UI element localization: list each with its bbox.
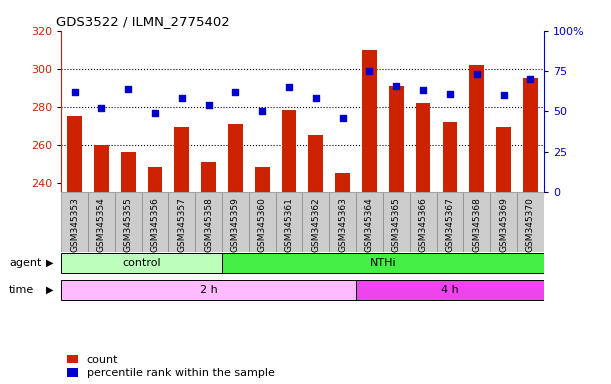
Point [150,110,160,116]
Text: ▶: ▶ [46,285,53,295]
Bar [61,280,356,300]
Bar [335,173,350,192]
Text: 2 h: 2 h [200,285,218,295]
Point [445,91,455,97]
Point [257,108,267,114]
Text: GSM345361: GSM345361 [285,197,293,252]
Text: ▶: ▶ [46,258,53,268]
Bar [276,192,302,252]
Bar [61,253,222,273]
Bar [148,167,163,192]
Text: NTHi: NTHi [370,258,396,268]
Bar [88,192,115,252]
Point [284,84,294,90]
Point [311,95,321,101]
Text: GSM345368: GSM345368 [472,197,481,252]
Text: GSM345363: GSM345363 [338,197,347,252]
Text: GSM345359: GSM345359 [231,197,240,252]
Text: GSM345366: GSM345366 [419,197,428,252]
Bar [496,127,511,192]
Point [230,89,240,95]
Bar [442,122,457,192]
Bar [201,162,216,192]
Point [123,86,133,92]
Text: GSM345358: GSM345358 [204,197,213,252]
Bar [410,192,436,252]
Text: GSM345365: GSM345365 [392,197,401,252]
Bar [356,280,544,300]
Bar [121,152,136,192]
Bar [329,192,356,252]
Point [472,71,481,77]
Text: GDS3522 / ILMN_2775402: GDS3522 / ILMN_2775402 [56,15,230,28]
Bar [389,86,404,192]
Text: time: time [9,285,34,295]
Bar [469,65,484,192]
Text: GSM345369: GSM345369 [499,197,508,252]
Text: GSM345360: GSM345360 [258,197,267,252]
Point [338,115,348,121]
Text: GSM345367: GSM345367 [445,197,455,252]
Text: GSM345353: GSM345353 [70,197,79,252]
Text: GSM345362: GSM345362 [312,197,320,252]
Bar [115,192,142,252]
Text: 4 h: 4 h [441,285,459,295]
Bar [174,127,189,192]
Bar [169,192,195,252]
Bar [228,124,243,192]
Legend: count, percentile rank within the sample: count, percentile rank within the sample [67,355,274,379]
Bar [362,50,377,192]
Bar [222,192,249,252]
Bar [302,192,329,252]
Point [525,76,535,82]
Point [365,68,375,74]
Text: GSM345355: GSM345355 [123,197,133,252]
Bar [142,192,169,252]
Bar [490,192,517,252]
Point [418,87,428,93]
Bar [523,78,538,192]
Text: GSM345370: GSM345370 [526,197,535,252]
Bar [436,192,463,252]
Text: GSM345357: GSM345357 [177,197,186,252]
Bar [517,192,544,252]
Bar [383,192,410,252]
Bar [61,192,88,252]
Text: GSM345354: GSM345354 [97,197,106,252]
Bar [195,192,222,252]
Point [97,105,106,111]
Point [203,102,213,108]
Bar [356,192,383,252]
Bar [222,253,544,273]
Bar [309,135,323,192]
Text: control: control [122,258,161,268]
Bar [67,116,82,192]
Text: GSM345356: GSM345356 [150,197,159,252]
Text: GSM345364: GSM345364 [365,197,374,252]
Bar [282,111,296,192]
Point [177,95,187,101]
Point [70,89,79,95]
Bar [415,103,431,192]
Point [499,92,508,98]
Text: agent: agent [9,258,42,268]
Bar [249,192,276,252]
Bar [255,167,269,192]
Bar [463,192,490,252]
Point [392,83,401,89]
Bar [94,144,109,192]
